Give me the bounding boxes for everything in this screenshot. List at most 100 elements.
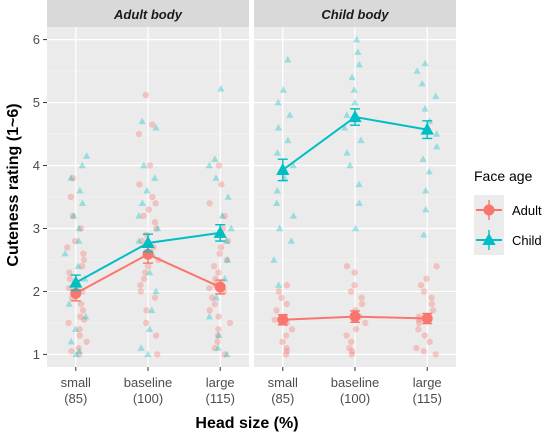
raw-point-adult: [283, 348, 291, 355]
raw-point-adult: [358, 294, 365, 301]
raw-point-adult: [429, 307, 437, 314]
raw-point-adult: [426, 338, 433, 346]
raw-point-adult: [149, 193, 156, 201]
mean-point-child: [348, 110, 362, 123]
raw-point-adult: [423, 275, 430, 283]
mean-point-adult: [349, 311, 361, 323]
raw-point-adult: [71, 237, 79, 245]
raw-point-child: [76, 186, 84, 194]
raw-point-adult: [428, 294, 435, 301]
raw-point-child: [418, 79, 426, 87]
raw-point-child: [279, 86, 287, 93]
raw-point-adult: [283, 332, 290, 339]
raw-point-child: [433, 130, 441, 137]
raw-points: [61, 35, 441, 358]
mean-point-child: [69, 275, 83, 288]
raw-point-adult: [75, 351, 83, 358]
raw-point-adult: [221, 351, 228, 358]
raw-point-child: [138, 117, 146, 125]
raw-point-child: [137, 344, 145, 351]
raw-point-adult: [137, 288, 144, 295]
raw-point-child: [357, 136, 365, 144]
raw-point-child: [148, 306, 156, 314]
raw-point-child: [274, 98, 282, 106]
y-tick-label: 3: [33, 221, 40, 236]
mean-markers: [69, 108, 434, 326]
raw-point-child: [275, 281, 283, 288]
raw-point-adult: [145, 206, 152, 213]
raw-point-adult: [417, 281, 425, 289]
legend-entry-adult: Adult: [474, 195, 542, 225]
raw-point-adult: [217, 244, 225, 251]
raw-point-adult: [69, 212, 77, 220]
raw-point-adult: [80, 256, 88, 264]
raw-point-child: [355, 180, 363, 188]
y-tick-label: 4: [33, 158, 40, 173]
raw-point-adult: [142, 91, 149, 99]
x-tick-label: large: [413, 375, 442, 390]
raw-point-child: [78, 161, 86, 169]
raw-point-child: [211, 155, 219, 162]
raw-point-child: [83, 152, 91, 159]
raw-point-child: [140, 161, 148, 169]
raw-point-adult: [352, 326, 360, 333]
raw-point-adult: [432, 351, 439, 358]
raw-point-adult: [212, 275, 219, 283]
raw-point-adult: [210, 263, 218, 270]
raw-point-adult: [146, 162, 154, 169]
raw-point-adult: [80, 250, 87, 257]
raw-point-child: [144, 350, 152, 358]
raw-point-child: [273, 199, 281, 207]
raw-point-adult: [420, 288, 428, 295]
raw-point-adult: [351, 269, 358, 276]
raw-point-child: [270, 256, 278, 263]
raw-point-adult: [288, 326, 296, 333]
raw-point-child: [61, 249, 69, 257]
raw-point-child: [354, 48, 362, 55]
raw-point-adult: [226, 319, 234, 327]
x-tick-sublabel: (115): [413, 391, 442, 406]
raw-point-adult: [206, 200, 213, 207]
raw-point-adult: [223, 256, 231, 264]
raw-point-child: [420, 230, 428, 238]
raw-point-adult: [153, 225, 160, 232]
raw-point-adult: [347, 288, 355, 295]
raw-point-child: [145, 325, 154, 332]
raw-point-child: [223, 237, 231, 244]
raw-point-child: [348, 73, 356, 81]
raw-point-child: [67, 174, 75, 181]
raw-point-adult: [66, 275, 74, 283]
raw-point-child: [135, 237, 143, 244]
raw-point-adult: [206, 285, 213, 292]
raw-point-adult: [348, 351, 356, 358]
x-tick-label: small: [268, 375, 298, 390]
y-tick-label: 2: [33, 284, 40, 299]
raw-point-adult: [78, 263, 86, 270]
raw-point-child: [286, 111, 294, 118]
mean-point-adult: [277, 314, 289, 326]
facet-label: Child body: [321, 7, 389, 22]
y-tick-label: 1: [33, 347, 40, 362]
raw-point-child: [289, 212, 298, 219]
raw-point-adult: [420, 348, 428, 355]
raw-point-adult: [275, 288, 283, 295]
raw-point-adult: [271, 316, 278, 323]
raw-point-child: [74, 262, 82, 269]
x-tick-label: baseline: [124, 375, 172, 390]
raw-point-adult: [67, 193, 75, 201]
mean-point-child: [213, 225, 227, 238]
raw-point-adult: [349, 348, 356, 355]
raw-point-child: [227, 224, 235, 232]
legend-entry-child: Child: [474, 225, 542, 255]
raw-point-child: [273, 186, 281, 194]
raw-point-child: [433, 142, 441, 150]
raw-point-adult: [143, 307, 150, 314]
raw-point-child: [346, 161, 354, 169]
legend-label: Adult: [512, 203, 542, 218]
legend-symbol-triangle: [482, 233, 496, 246]
legend-label: Child: [512, 233, 542, 248]
raw-point-adult: [208, 294, 216, 301]
raw-point-child: [75, 347, 83, 354]
raw-point-adult: [273, 307, 280, 314]
